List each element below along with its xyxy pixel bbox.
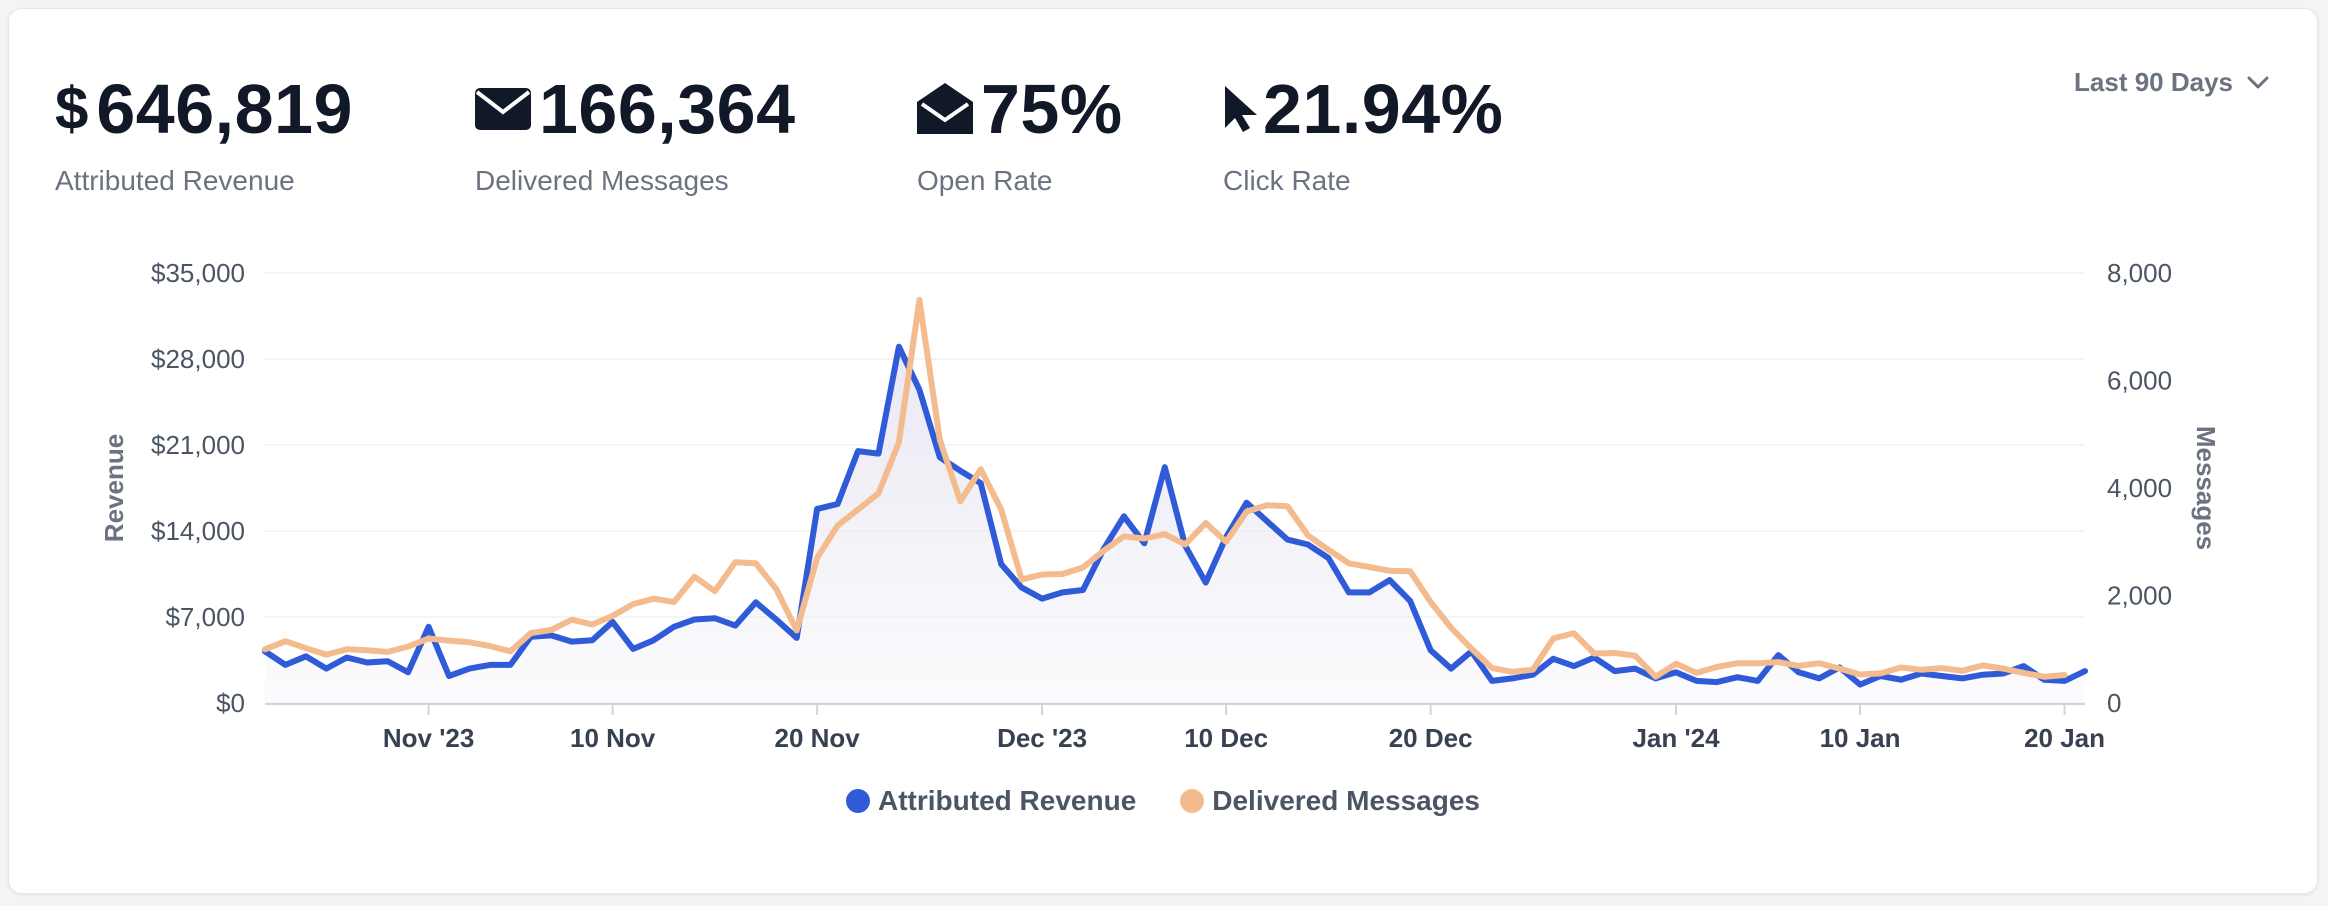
x-tick-label: 10 Jan bbox=[1820, 723, 1901, 753]
stat-value: 166,364 bbox=[539, 70, 796, 148]
x-tick-label: 10 Nov bbox=[570, 723, 656, 753]
revenue-messages-chart: $0 $7,000 $14,000 $21,000 $28,000 $35,000 0 2,0… bbox=[99, 258, 2221, 753]
y-left-tick-label: $7,000 bbox=[165, 602, 245, 632]
y-left-tick-label: $21,000 bbox=[151, 430, 245, 460]
y-right-axis-title: Messages bbox=[2191, 426, 2221, 550]
y-left-tick-label: $14,000 bbox=[151, 516, 245, 546]
y-left-tick-label: $0 bbox=[216, 688, 245, 718]
stat-attributed-revenue: $ 646,819 Attributed Revenue bbox=[55, 59, 353, 197]
analytics-card: $ 646,819 Attributed Revenue 166,364 Del… bbox=[8, 8, 2318, 894]
x-tick-label: 20 Dec bbox=[1389, 723, 1473, 753]
stat-label: Delivered Messages bbox=[475, 165, 729, 196]
revenue-area bbox=[265, 346, 2085, 703]
stat-label: Attributed Revenue bbox=[55, 165, 295, 196]
y-left-axis-title: Revenue bbox=[99, 434, 129, 542]
stat-label: Open Rate bbox=[917, 165, 1053, 196]
legend-item-revenue[interactable]: Attributed Revenue bbox=[846, 785, 1136, 817]
dollar-icon: $ bbox=[55, 75, 89, 142]
stat-label: Click Rate bbox=[1223, 165, 1351, 196]
cursor-icon bbox=[1223, 84, 1259, 134]
date-range-dropdown[interactable]: Last 90 Days bbox=[2074, 67, 2269, 98]
envelope-open-icon bbox=[917, 82, 973, 136]
date-range-label: Last 90 Days bbox=[2074, 67, 2233, 97]
legend-item-messages[interactable]: Delivered Messages bbox=[1180, 785, 1480, 817]
y-right-tick-label: 4,000 bbox=[2107, 473, 2172, 503]
y-right-tick-label: 2,000 bbox=[2107, 581, 2172, 611]
y-right-tick-label: 6,000 bbox=[2107, 366, 2172, 396]
stat-click-rate: 21.94% Click Rate bbox=[1223, 59, 1503, 197]
stat-value: 646,819 bbox=[96, 70, 353, 148]
y-left-tick-label: $35,000 bbox=[151, 258, 245, 288]
x-tick-label: Jan '24 bbox=[1632, 723, 1720, 753]
messages-line bbox=[262, 296, 2068, 680]
stat-open-rate: 75% Open Rate bbox=[917, 59, 1123, 197]
y-right-tick-label: 0 bbox=[2107, 688, 2121, 718]
y-left-tick-label: $28,000 bbox=[151, 344, 245, 374]
x-tick-label: Nov '23 bbox=[383, 723, 474, 753]
stat-delivered-messages: 166,364 Delivered Messages bbox=[475, 59, 796, 197]
legend-dot-revenue bbox=[846, 789, 871, 813]
x-tick-label: 20 Nov bbox=[775, 723, 861, 753]
legend-label: Attributed Revenue bbox=[878, 785, 1137, 816]
stat-value: 21.94% bbox=[1263, 70, 1504, 148]
chart-legend: Attributed Revenue Delivered Messages bbox=[9, 785, 2317, 817]
envelope-icon bbox=[475, 88, 531, 130]
legend-dot-messages bbox=[1180, 789, 1205, 813]
x-tick-label: Dec '23 bbox=[997, 723, 1087, 753]
y-right-tick-label: 8,000 bbox=[2107, 258, 2172, 288]
legend-label: Delivered Messages bbox=[1212, 785, 1480, 816]
chevron-down-icon bbox=[2247, 76, 2269, 88]
x-tick-label: 10 Dec bbox=[1184, 723, 1268, 753]
revenue-line bbox=[262, 343, 2088, 688]
x-tick-label: 20 Jan bbox=[2024, 723, 2105, 753]
stat-value: 75% bbox=[981, 70, 1123, 148]
